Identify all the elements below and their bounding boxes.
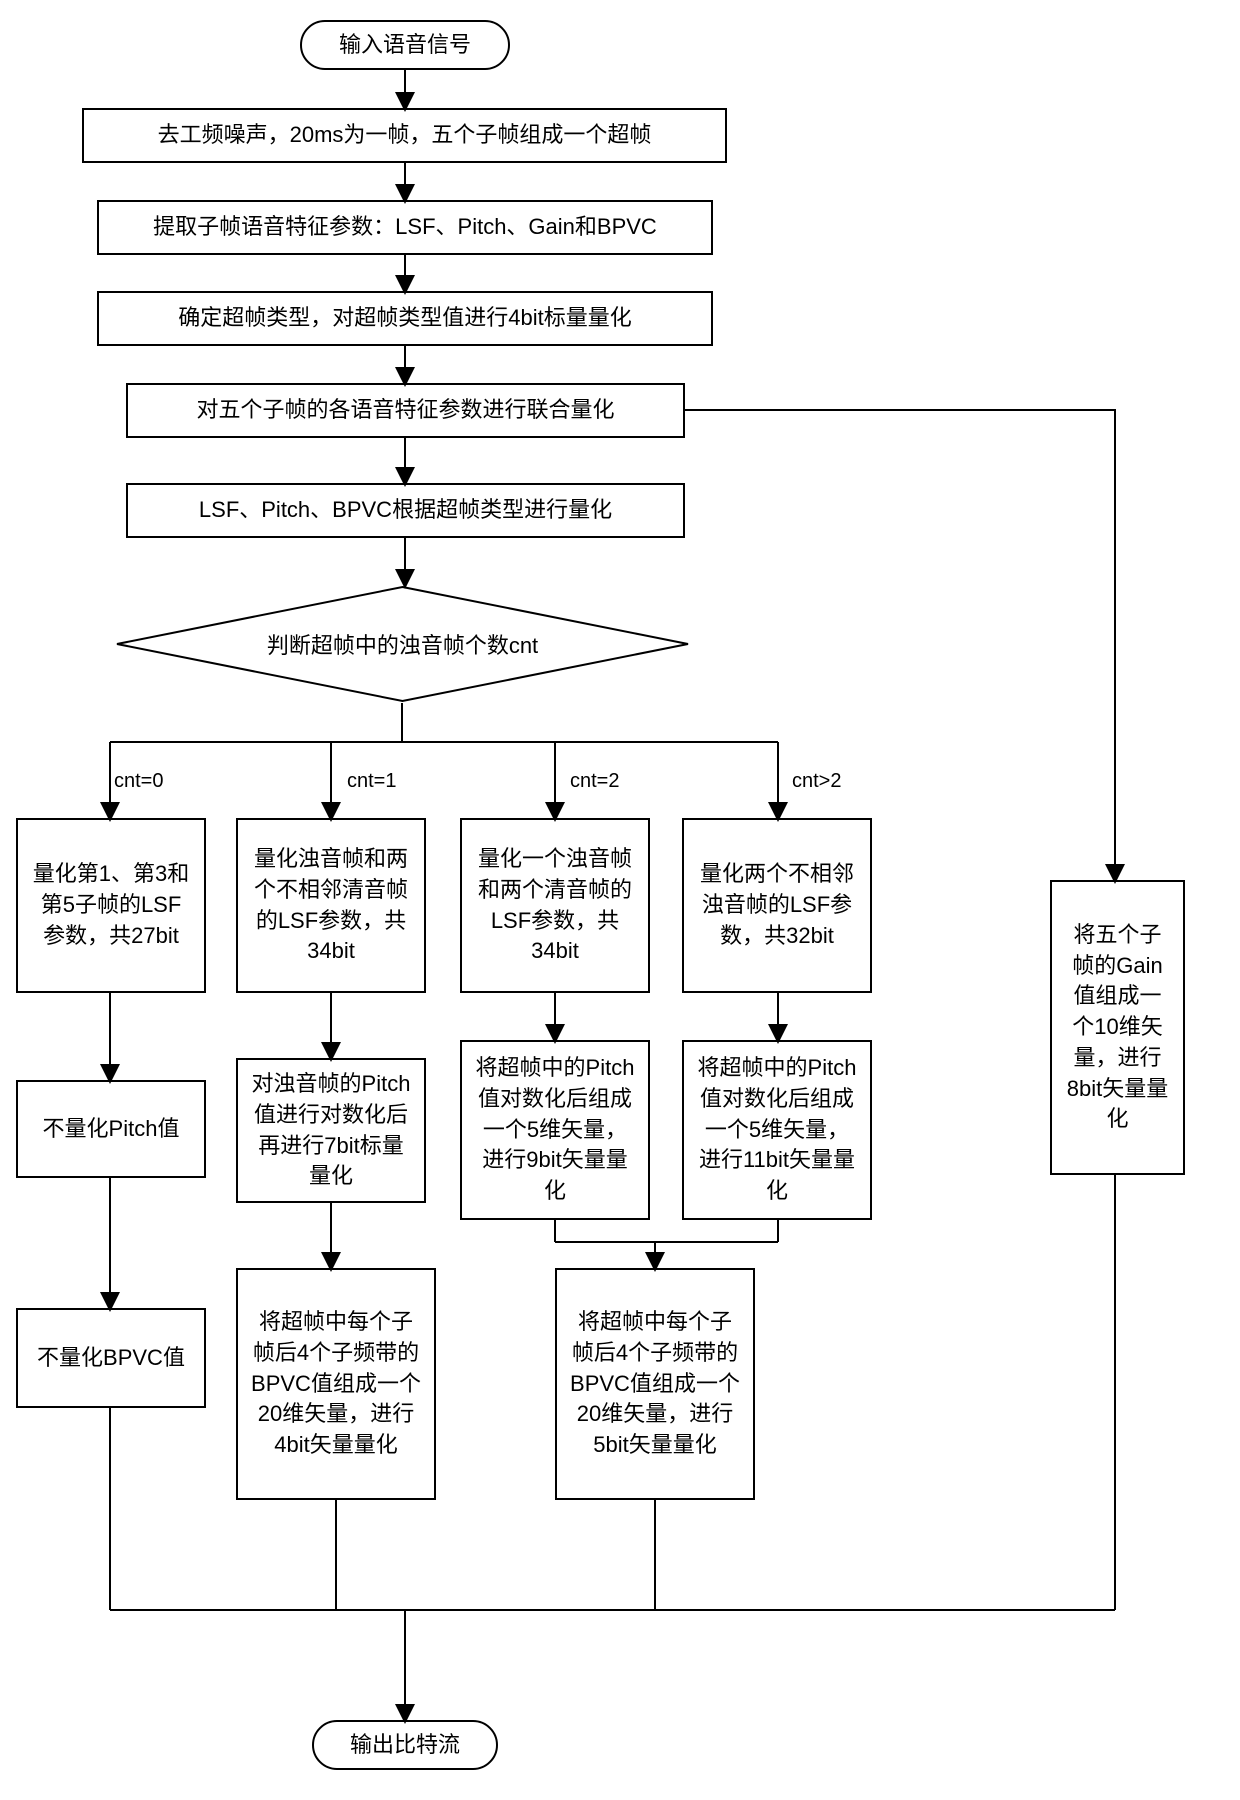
label-cnt1: cnt=1: [345, 770, 398, 793]
c2b: 将超帧中的Pitch值对数化后组成一个5维矢量，进行9bit矢量量化: [460, 1040, 650, 1220]
c0a: 量化第1、第3和第5子帧的LSF参数，共27bit: [16, 818, 206, 993]
c1b: 对浊音帧的Pitch值进行对数化后再进行7bit标量量化: [236, 1058, 426, 1203]
end-node: 输出比特流: [312, 1720, 498, 1770]
p4: 对五个子帧的各语音特征参数进行联合量化: [126, 383, 685, 438]
p2: 提取子帧语音特征参数：LSF、Pitch、Gain和BPVC: [97, 200, 713, 255]
p5: LSF、Pitch、BPVC根据超帧类型进行量化: [126, 483, 685, 538]
decision-text: 判断超帧中的浊音帧个数cnt: [115, 585, 690, 703]
p1: 去工频噪声，20ms为一帧，五个子帧组成一个超帧: [82, 108, 727, 163]
c2a: 量化一个浊音帧和两个清音帧的LSF参数，共34bit: [460, 818, 650, 993]
gain: 将五个子帧的Gain值组成一个10维矢量，进行8bit矢量量化: [1050, 880, 1185, 1175]
c1a: 量化浊音帧和两个不相邻清音帧的LSF参数，共34bit: [236, 818, 426, 993]
start-node: 输入语音信号: [300, 20, 510, 70]
c1c: 将超帧中每个子帧后4个子频带的BPVC值组成一个20维矢量，进行4bit矢量量化: [236, 1268, 436, 1500]
c3b: 将超帧中的Pitch值对数化后组成一个5维矢量，进行11bit矢量量化: [682, 1040, 872, 1220]
c3a: 量化两个不相邻浊音帧的LSF参数，共32bit: [682, 818, 872, 993]
p3: 确定超帧类型，对超帧类型值进行4bit标量量化: [97, 291, 713, 346]
c3c: 将超帧中每个子帧后4个子频带的BPVC值组成一个20维矢量，进行5bit矢量量化: [555, 1268, 755, 1500]
flowchart-canvas: 输入语音信号 输出比特流 去工频噪声，20ms为一帧，五个子帧组成一个超帧 提取…: [20, 20, 1220, 1780]
label-cnt3: cnt>2: [790, 770, 843, 793]
decision: 判断超帧中的浊音帧个数cnt: [115, 585, 690, 703]
c0b: 不量化Pitch值: [16, 1080, 206, 1178]
c0c: 不量化BPVC值: [16, 1308, 206, 1408]
label-cnt0: cnt=0: [112, 770, 165, 793]
label-cnt2: cnt=2: [568, 770, 621, 793]
